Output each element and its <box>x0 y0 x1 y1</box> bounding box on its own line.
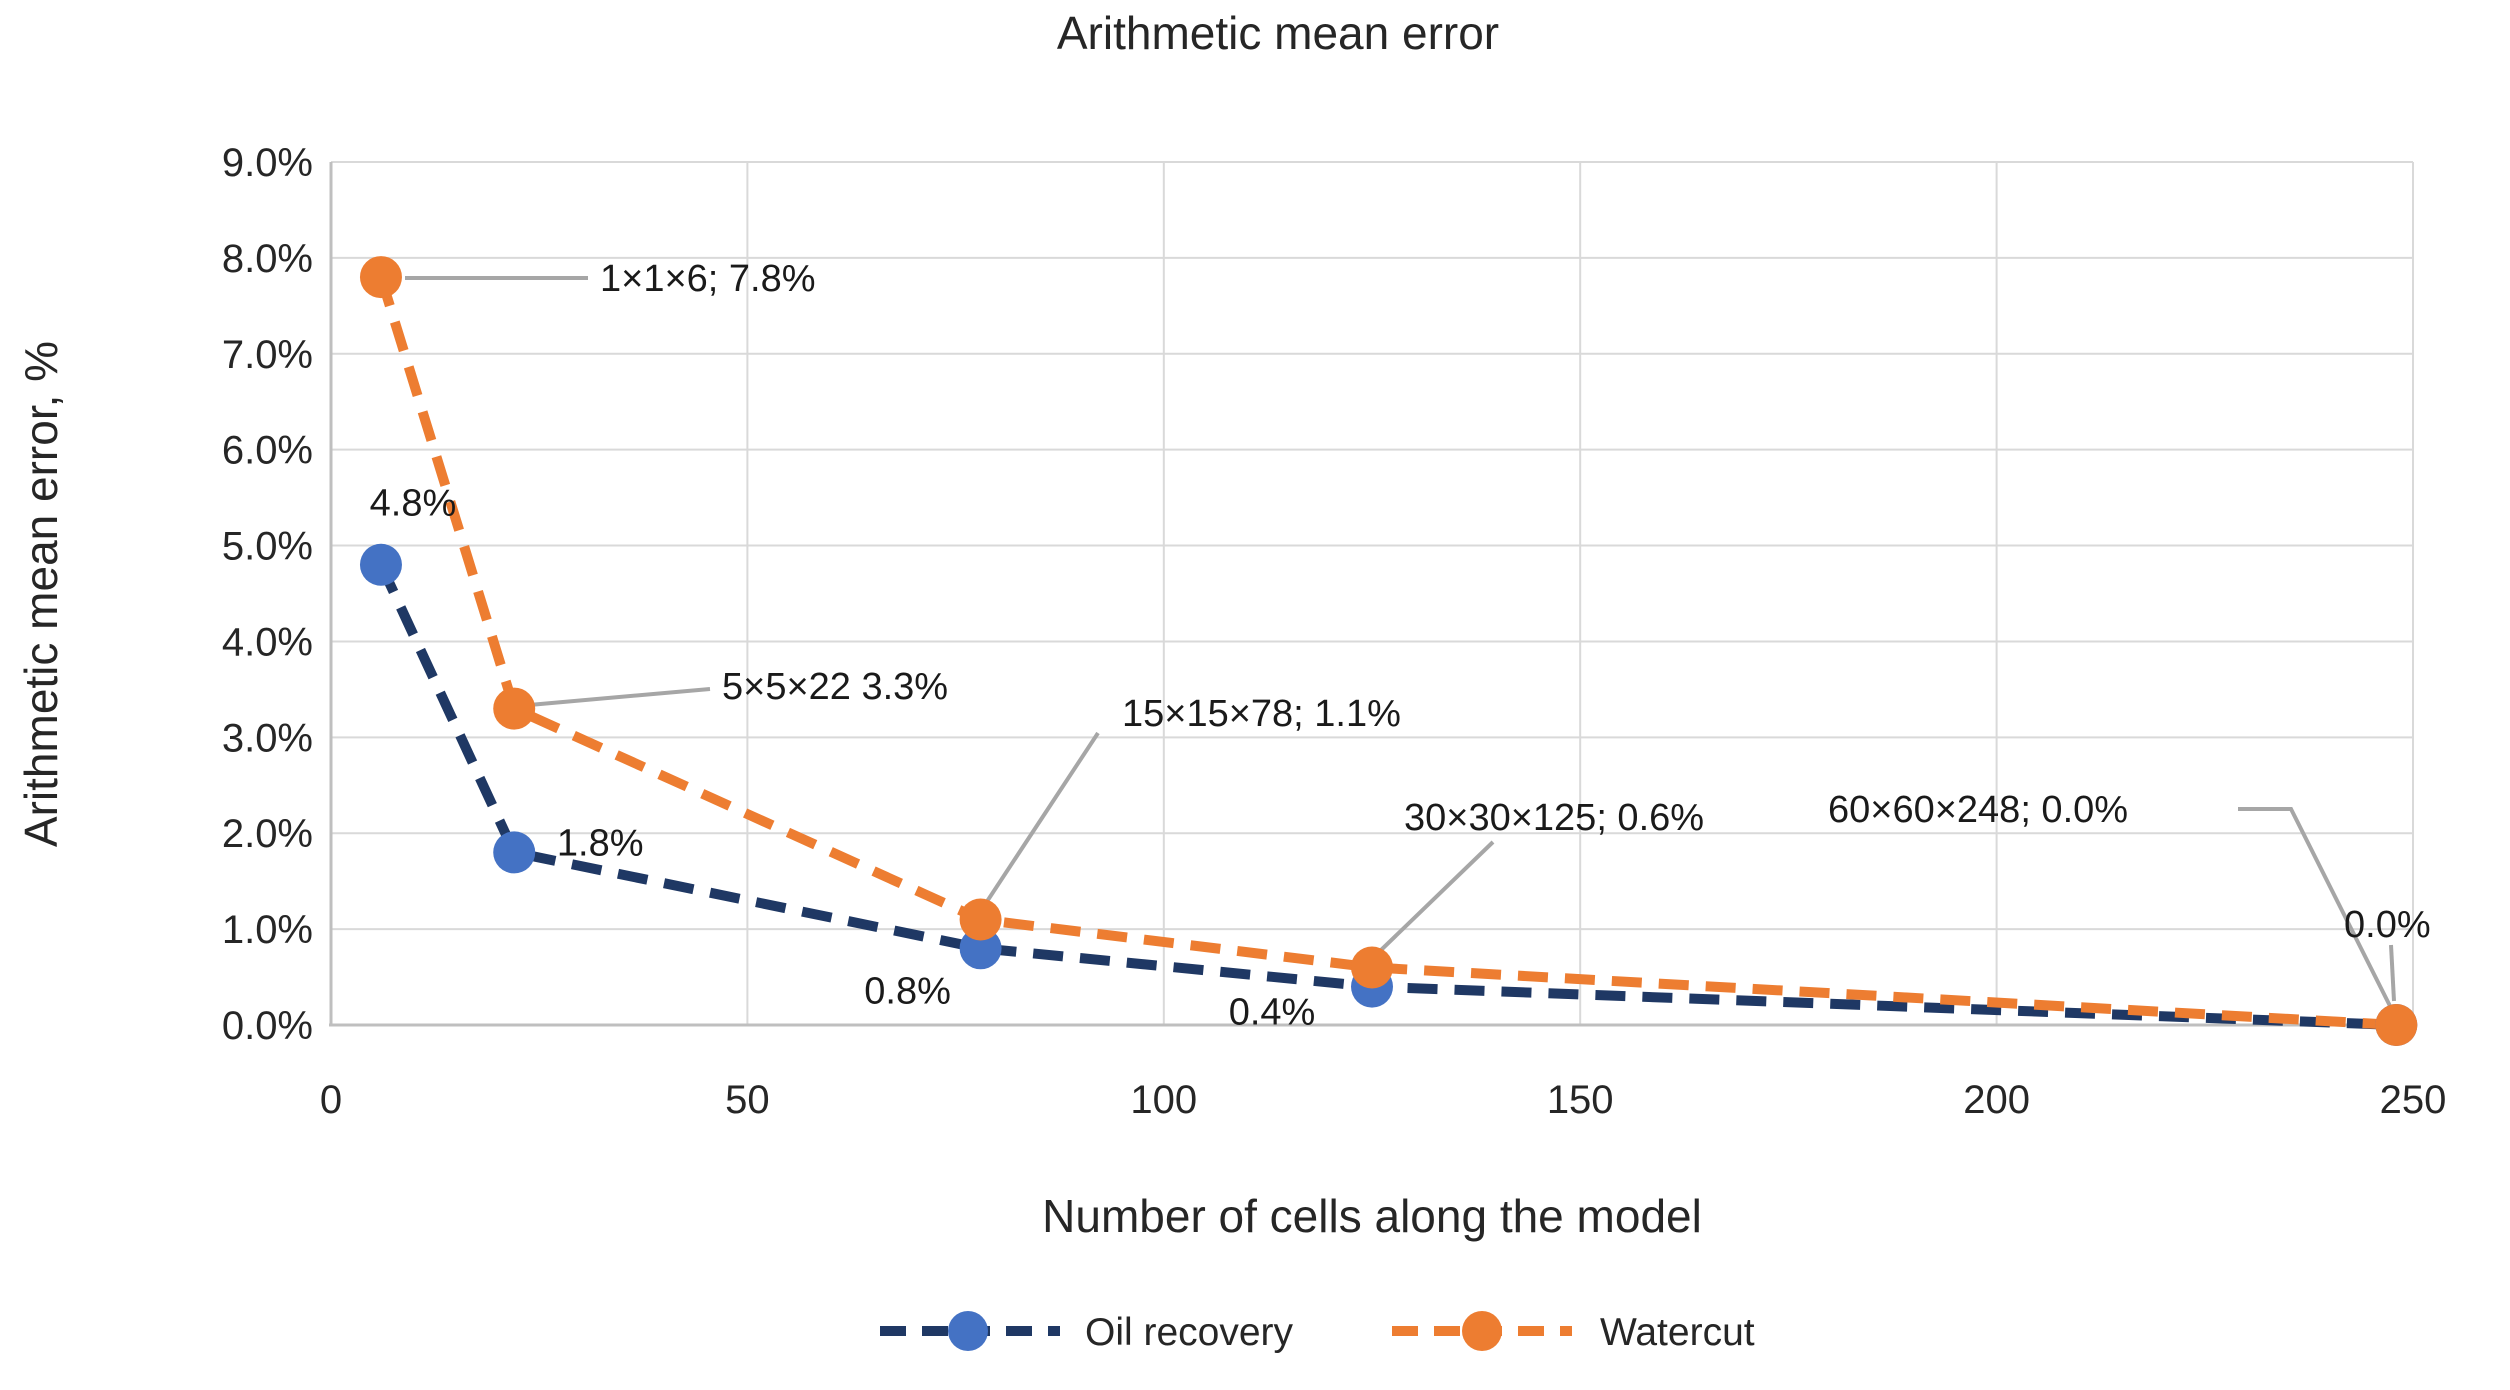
y-tick-label: 9.0% <box>222 141 313 185</box>
data-point-labels: 4.8% 1.8% 0.8% 0.4% 0.0% <box>370 483 2431 1034</box>
y-tick-label: 5.0% <box>222 525 313 569</box>
x-tick-label: 150 <box>1547 1078 1614 1122</box>
axis-tick-labels: 0 50 100 150 200 250 0.0% 1.0% 2.0% 3.0% 4.0% 5.0% 6… <box>222 141 2447 1122</box>
chart-title: Arithmetic mean error <box>1057 7 1499 59</box>
legend-label-oil-recovery: Oil recovery <box>1085 1311 1294 1354</box>
data-point-oil-recovery <box>359 543 402 586</box>
data-point-watercut <box>2375 1004 2418 1046</box>
leader-line <box>982 731 1100 908</box>
data-label: 4.8% <box>370 483 457 525</box>
x-tick-label: 0 <box>320 1078 342 1122</box>
x-tick-label: 200 <box>1963 1078 2030 1122</box>
leader-line <box>517 687 711 708</box>
annotation-label: 60×60×248; 0.0% <box>1828 789 2128 831</box>
data-point-watercut <box>959 898 1002 941</box>
legend-key-marker-watercut <box>1462 1311 1502 1351</box>
data-point-oil-recovery <box>959 927 1002 970</box>
legend-label-watercut: Watercut <box>1600 1311 1755 1354</box>
data-label: 0.0% <box>2344 904 2431 946</box>
data-point-watercut <box>1351 946 1393 989</box>
series-line-oil-recovery <box>376 562 2397 1030</box>
gridlines <box>331 161 2414 1025</box>
axis-lines <box>329 162 2413 1027</box>
y-tick-label: 8.0% <box>222 237 313 281</box>
leader-line <box>1377 840 1495 954</box>
legend-key-marker-oil-recovery <box>948 1311 988 1351</box>
series-line-watercut <box>376 275 2397 1030</box>
y-tick-label: 3.0% <box>222 716 313 760</box>
y-tick-label: 6.0% <box>222 429 313 473</box>
annotation-label: 15×15×78; 1.1% <box>1122 693 1401 735</box>
y-tick-label: 4.0% <box>222 620 313 664</box>
annotation-label: 1×1×6; 7.8% <box>600 258 816 300</box>
data-label: 0.4% <box>1229 992 1316 1034</box>
data-point-markers <box>359 256 2418 1046</box>
data-point-watercut <box>359 256 402 299</box>
annotation-leader-lines <box>405 276 2396 1009</box>
x-tick-label: 50 <box>725 1078 770 1122</box>
annotation-label: 30×30×125; 0.6% <box>1404 797 1704 839</box>
y-tick-label: 2.0% <box>222 812 313 856</box>
y-tick-label: 0.0% <box>222 1004 313 1048</box>
x-tick-label: 100 <box>1130 1078 1197 1122</box>
data-point-watercut <box>493 687 536 730</box>
data-label: 1.8% <box>557 822 644 864</box>
leader-line <box>2238 807 2393 1009</box>
y-axis-title: Arithmetic mean error, % <box>15 341 67 847</box>
legend: Oil recovery Watercut <box>880 1311 1755 1354</box>
leader-line <box>2389 944 2396 1002</box>
x-axis-title: Number of cells along the model <box>1042 1190 1702 1242</box>
y-tick-label: 7.0% <box>222 333 313 377</box>
series-lines <box>376 275 2397 1030</box>
x-tick-label: 250 <box>2380 1078 2447 1122</box>
data-point-oil-recovery <box>493 831 536 874</box>
annotation-label: 5×5×22 3.3% <box>722 666 948 708</box>
annotation-labels: 1×1×6; 7.8% 5×5×22 3.3% 15×15×78; 1.1% 30×3… <box>600 258 2128 839</box>
data-label: 0.8% <box>864 970 951 1012</box>
y-tick-label: 1.0% <box>222 908 313 952</box>
